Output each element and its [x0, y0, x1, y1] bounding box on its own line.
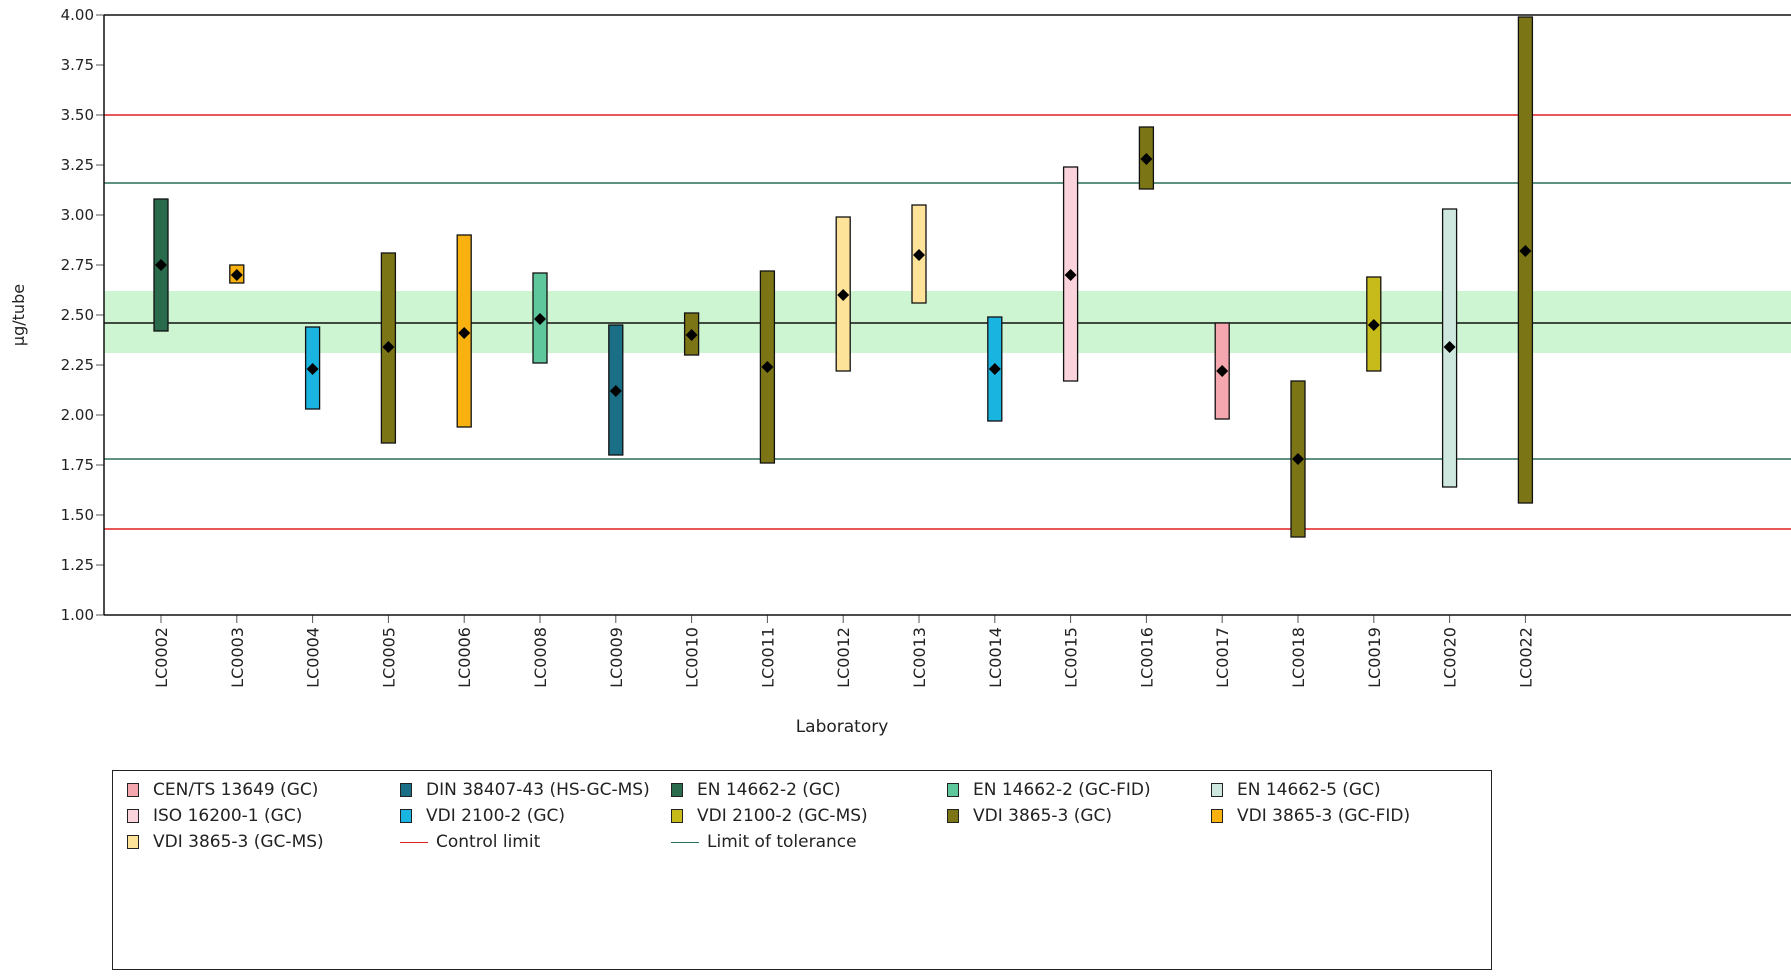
legend-swatch: [671, 841, 699, 843]
y-tick-label: 2.00: [61, 406, 94, 424]
y-tick-label: 3.25: [61, 156, 94, 174]
lab-mean-marker: [1367, 319, 1380, 331]
y-tick-label: 2.50: [61, 306, 94, 324]
x-tick-label: LC0008: [531, 627, 550, 688]
lab-range-bar: [1517, 16, 1534, 504]
legend-swatch: [127, 809, 139, 823]
x-tick-label: LC0006: [455, 627, 474, 688]
legend-swatch: [127, 835, 139, 849]
x-tick-label: LC0002: [152, 627, 171, 688]
x-axis-title: Laboratory: [796, 717, 889, 737]
x-tick-label: LC0016: [1137, 627, 1156, 688]
legend-item: ISO 16200-1 (GC): [127, 804, 302, 828]
legend-swatch: [947, 783, 959, 797]
legend-item: EN 14662-2 (GC-FID): [947, 778, 1151, 802]
x-tick-label: LC0012: [834, 627, 853, 688]
legend-swatch: [1211, 809, 1223, 823]
legend-swatch: [1211, 783, 1223, 797]
lab-mean-marker: [458, 327, 471, 339]
x-tick-label: LC0003: [228, 627, 247, 688]
lab-mean-marker: [1216, 365, 1229, 377]
lab-mean-marker: [1519, 245, 1532, 257]
y-tick-label: 1.00: [61, 606, 94, 624]
x-tick-label: LC0014: [986, 627, 1005, 688]
legend-item: VDI 2100-2 (GC): [400, 804, 565, 828]
lab-mean-marker: [761, 361, 774, 373]
y-tick-label: 2.75: [61, 256, 94, 274]
legend-label: VDI 2100-2 (GC-MS): [697, 806, 868, 826]
x-tick-label: LC0019: [1365, 627, 1384, 688]
legend-item: Control limit: [400, 830, 540, 854]
legend-item: VDI 3865-3 (GC): [947, 804, 1112, 828]
x-tick-label: LC0022: [1516, 627, 1535, 688]
legend-label: VDI 3865-3 (GC-FID): [1237, 806, 1411, 826]
lab-mean-marker: [988, 363, 1001, 375]
lab-mean-marker: [1140, 153, 1153, 165]
y-tick-label: 1.75: [61, 456, 94, 474]
bars-layer: [153, 16, 1534, 538]
y-axis-title: µg/tube: [9, 284, 28, 346]
lab-mean-marker: [1443, 341, 1456, 353]
x-tick-label: LC0010: [683, 627, 702, 688]
legend-label: DIN 38407-43 (HS-GC-MS): [426, 780, 650, 800]
legend-item: CEN/TS 13649 (GC): [127, 778, 318, 802]
legend-item: VDI 3865-3 (GC-FID): [1211, 804, 1410, 828]
legend-label: Limit of tolerance: [707, 832, 857, 852]
x-tick-label: LC0018: [1289, 627, 1308, 688]
legend-swatch: [671, 783, 683, 797]
legend-label: EN 14662-2 (GC): [697, 780, 841, 800]
legend-item: Limit of tolerance: [671, 830, 857, 854]
lab-mean-marker: [1292, 453, 1304, 465]
y-tick-label: 3.75: [61, 56, 94, 74]
lab-mean-marker: [685, 329, 698, 341]
legend-item: VDI 3865-3 (GC-MS): [127, 830, 324, 854]
y-tick-label: 3.00: [61, 206, 94, 224]
x-tick-label: LC0020: [1441, 627, 1460, 688]
y-tick-label: 1.50: [61, 506, 94, 524]
y-tick-label: 3.50: [61, 106, 94, 124]
y-tick-label: 1.25: [61, 556, 94, 574]
legend-swatch: [947, 809, 959, 823]
legend-swatch: [400, 841, 428, 843]
tolerance-band-layer: [104, 291, 1791, 353]
legend-item: DIN 38407-43 (HS-GC-MS): [400, 778, 650, 802]
lab-mean-marker: [306, 363, 319, 375]
legend-swatch: [127, 783, 139, 797]
y-tick-label: 4.00: [61, 6, 94, 24]
lab-mean-marker: [155, 259, 167, 271]
legend-item: EN 14662-2 (GC): [671, 778, 841, 802]
legend-label: CEN/TS 13649 (GC): [153, 780, 319, 800]
legend-label: EN 14662-5 (GC): [1237, 780, 1381, 800]
legend: CEN/TS 13649 (GC) DIN 38407-43 (HS-GC-MS)…: [112, 770, 1492, 970]
lab-mean-marker: [837, 289, 850, 301]
lab-mean-marker: [1064, 269, 1077, 281]
lab-mean-marker: [382, 341, 395, 353]
x-tick-label: LC0005: [379, 627, 398, 688]
legend-label: ISO 16200-1 (GC): [153, 806, 303, 826]
legend-item: VDI 2100-2 (GC-MS): [671, 804, 868, 828]
legend-label: VDI 3865-3 (GC): [973, 806, 1113, 826]
legend-label: VDI 2100-2 (GC): [426, 806, 566, 826]
y-tick-label: 2.25: [61, 356, 94, 374]
legend-label: Control limit: [436, 832, 541, 852]
x-tick-label: LC0011: [758, 627, 777, 688]
lab-mean-marker: [230, 269, 243, 281]
lab-mean-marker: [913, 249, 925, 261]
tolerance-band: [104, 291, 1791, 353]
legend-label: EN 14662-2 (GC-FID): [973, 780, 1151, 800]
legend-item: EN 14662-5 (GC): [1211, 778, 1381, 802]
x-tick-label: LC0017: [1213, 627, 1232, 688]
x-tick-label: LC0004: [304, 627, 323, 688]
axes-layer: LC0002 LC0003 LC0004 LC0005 LC0006 LC0008 LC00…: [61, 6, 1791, 688]
x-tick-label: LC0013: [910, 627, 929, 688]
legend-swatch: [400, 809, 412, 823]
lab-mean-marker: [534, 313, 546, 325]
legend-label: VDI 3865-3 (GC-MS): [153, 832, 324, 852]
legend-swatch: [671, 809, 683, 823]
x-tick-label: LC0015: [1062, 627, 1081, 688]
lab-mean-marker: [609, 385, 622, 397]
x-tick-label: LC0009: [607, 627, 626, 688]
legend-swatch: [400, 783, 412, 797]
chart: LC0002 LC0003 LC0004 LC0005 LC0006 LC0008 LC00…: [9, 6, 1791, 737]
